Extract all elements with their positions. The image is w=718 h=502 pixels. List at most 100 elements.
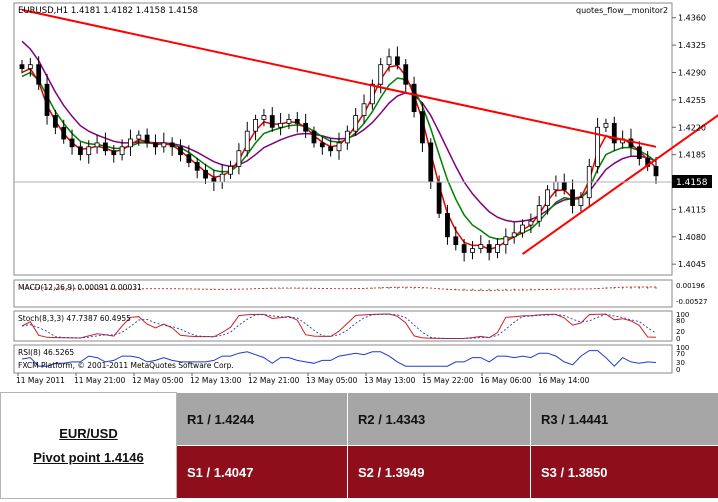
- candle-body: [478, 244, 484, 249]
- candle-body: [219, 173, 225, 183]
- x-tick-label: 15 May 22:00: [422, 376, 474, 385]
- resistance-cell: R2 / 1.4343: [347, 392, 531, 446]
- macd-tick-label: -0.00527: [676, 298, 707, 306]
- y-tick-label: 1.4045: [678, 260, 706, 269]
- candle-body: [161, 142, 167, 148]
- candle-body: [144, 134, 150, 144]
- indicator-name-label: quotes_flow__monitor2: [576, 6, 668, 15]
- candle-body: [461, 244, 467, 253]
- trend-line: [21, 8, 657, 148]
- chart-svg: 1.4360 1.4325 1.4290 1.4255 1.4220 1.4185 1.41…: [13, 2, 718, 385]
- x-tick-label: 11 May 21:00: [74, 376, 126, 385]
- candle-body: [603, 122, 609, 128]
- candle-body: [561, 181, 567, 191]
- candle-body: [44, 83, 50, 116]
- stochastic-lines: [21, 313, 657, 339]
- stoch-pane-frame: [13, 310, 673, 342]
- candle-body: [77, 146, 83, 156]
- candle-body: [636, 146, 642, 159]
- candle-body: [211, 177, 217, 183]
- candle-body: [611, 122, 617, 144]
- candle-body: [570, 189, 575, 206]
- candle-body: [86, 146, 92, 156]
- candle-body: [203, 169, 208, 179]
- pair-title: EUR/USD: [59, 425, 118, 441]
- candle-body: [303, 122, 309, 132]
- candle-body: [244, 130, 250, 152]
- candle-body: [153, 142, 158, 148]
- x-axis-ticks: 11 May 2011 11 May 21:00 12 May 05:00 12 Ma…: [16, 376, 590, 385]
- candle-body: [119, 146, 125, 156]
- candle-body: [428, 142, 434, 183]
- current-price-label: 1.4158: [676, 178, 708, 188]
- candle-body: [361, 103, 367, 116]
- candle-body: [311, 130, 317, 144]
- y-tick-label: 1.4255: [678, 96, 706, 105]
- y-tick-label: 1.4360: [678, 14, 706, 23]
- x-tick-label: 16 May 14:00: [538, 376, 590, 385]
- support-cell: S1 / 1.4047: [176, 445, 348, 499]
- stoch-main-line: [21, 313, 657, 339]
- stoch-tick-label: 80: [676, 317, 685, 325]
- y-tick-label: 1.4220: [678, 123, 706, 132]
- candle-body: [328, 146, 334, 152]
- candle-body: [19, 64, 25, 69]
- candle-body: [486, 244, 492, 253]
- candle-body: [36, 64, 42, 85]
- candle-body: [528, 220, 534, 226]
- candle-body: [336, 142, 342, 152]
- y-tick-label: 1.4185: [678, 151, 706, 160]
- candle-body: [495, 244, 500, 253]
- x-tick-label: 13 May 13:00: [364, 376, 416, 385]
- macd-signal-line: [21, 286, 656, 291]
- candle-body: [536, 205, 542, 222]
- pivot-point-label: Pivot point 1.4146: [33, 449, 144, 465]
- candle-body: [61, 126, 67, 140]
- candle-body: [653, 165, 659, 177]
- y-tick-label: 1.4325: [678, 41, 706, 50]
- y-tick-label: 1.4080: [678, 233, 706, 242]
- candle-body: [545, 189, 550, 206]
- candle-body: [228, 165, 233, 175]
- pivot-title-cell: EUR/USD Pivot point 1.4146: [0, 392, 177, 499]
- resistance-cell: R1 / 1.4244: [176, 392, 348, 446]
- symbol-label: EURUSD,H1 1.4181 1.4182 1.4158 1.4158: [18, 6, 198, 16]
- candle-body: [194, 162, 200, 171]
- candle-body: [286, 119, 292, 124]
- candle-body: [386, 56, 392, 66]
- macd-label: MACD(12,26,9) 0.00091 0.00031: [18, 283, 142, 292]
- trend-lines: [21, 8, 718, 255]
- support-cell: S3 / 1.3850: [530, 445, 718, 499]
- candle-body: [503, 236, 509, 246]
- rsi-tick-label: 100: [676, 344, 689, 352]
- candle-body: [378, 64, 384, 85]
- x-tick-label: 12 May 21:00: [248, 376, 300, 385]
- macd-tick-label: 0.00196: [676, 282, 705, 290]
- candle-body: [595, 126, 601, 167]
- candle-body: [436, 181, 442, 214]
- rsi-line: [21, 350, 657, 367]
- candle-body: [94, 142, 100, 148]
- candle-body: [511, 232, 517, 238]
- trend-line: [521, 114, 718, 255]
- candle-body: [344, 130, 350, 144]
- x-tick-label: 12 May 05:00: [132, 376, 184, 385]
- candle-body: [253, 119, 258, 132]
- support-cell: S2 / 1.3949: [347, 445, 531, 499]
- macd-pane-frame: [13, 279, 673, 308]
- candles: [19, 46, 659, 262]
- copyright-label: FXCM Platform, © 2001-2011 MetaQuotes So…: [18, 361, 234, 370]
- x-tick-label: 16 May 06:00: [480, 376, 532, 385]
- candle-body: [111, 150, 117, 156]
- candle-body: [319, 142, 325, 148]
- price-chart: 1.4360 1.4325 1.4290 1.4255 1.4220 1.4185 1.41…: [13, 2, 718, 385]
- candle-body: [178, 146, 183, 156]
- candle-body: [294, 119, 300, 124]
- candle-body: [269, 115, 275, 128]
- stoch-tick-label: 0: [676, 335, 680, 343]
- candle-body: [128, 138, 133, 148]
- rsi-line-path: [21, 350, 657, 367]
- candle-body: [169, 142, 175, 148]
- rsi-pane-frame: [13, 344, 673, 374]
